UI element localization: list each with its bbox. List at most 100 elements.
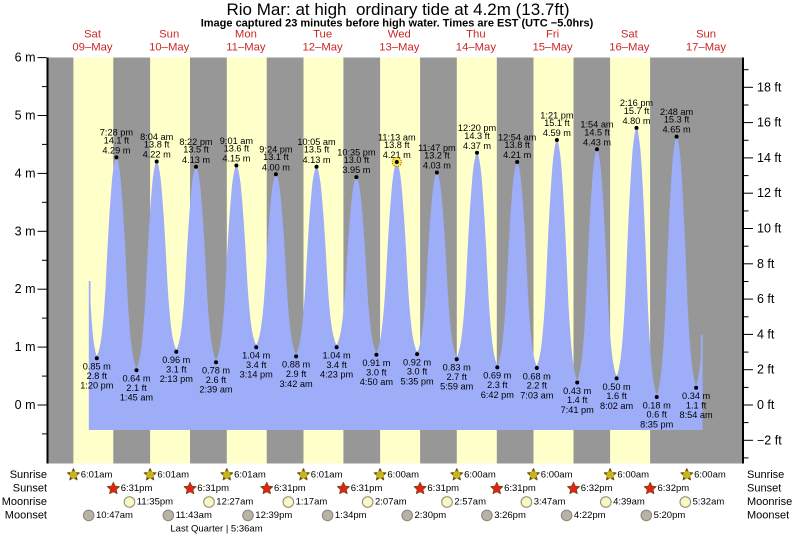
svg-text:12:27am: 12:27am: [216, 497, 253, 508]
svg-text:4.15 m: 4.15 m: [222, 154, 250, 164]
svg-text:1:54 am: 1:54 am: [580, 120, 614, 130]
svg-text:0.88 m: 0.88 m: [282, 360, 310, 370]
svg-text:2:16 pm: 2:16 pm: [620, 98, 654, 108]
svg-text:3.1 ft: 3.1 ft: [166, 364, 187, 374]
svg-text:1 m: 1 m: [15, 340, 36, 354]
svg-text:17–May: 17–May: [686, 42, 727, 54]
svg-text:9:24 pm: 9:24 pm: [259, 145, 293, 155]
svg-text:7:03 am: 7:03 am: [520, 390, 554, 400]
svg-text:15.3 ft: 15.3 ft: [664, 115, 690, 125]
svg-text:14–May: 14–May: [456, 42, 497, 54]
svg-text:Rio Mar: at high ordinary tid: Rio Mar: at high ordinary tide at 4.2m (…: [227, 0, 570, 19]
svg-text:6:32pm: 6:32pm: [581, 483, 613, 494]
svg-text:1.4 ft: 1.4 ft: [567, 395, 588, 405]
svg-text:10 ft: 10 ft: [757, 222, 782, 236]
svg-text:0.18 m: 0.18 m: [643, 400, 671, 410]
svg-text:13.2 ft: 13.2 ft: [424, 151, 450, 161]
svg-text:5 m: 5 m: [15, 109, 36, 123]
svg-text:Moonrise: Moonrise: [2, 496, 47, 508]
svg-text:11–May: 11–May: [226, 42, 266, 54]
svg-text:0.6 ft: 0.6 ft: [646, 410, 667, 420]
svg-text:4:23 pm: 4:23 pm: [320, 370, 354, 380]
svg-text:3:26pm: 3:26pm: [494, 510, 526, 521]
svg-text:Sunrise: Sunrise: [747, 469, 784, 481]
svg-text:1:20 pm: 1:20 pm: [80, 381, 114, 391]
svg-text:8 ft: 8 ft: [757, 257, 775, 271]
svg-text:2.8 ft: 2.8 ft: [87, 371, 108, 381]
svg-text:3.4 ft: 3.4 ft: [326, 360, 347, 370]
svg-text:6:31pm: 6:31pm: [351, 483, 383, 494]
svg-text:4.22 m: 4.22 m: [143, 150, 171, 160]
svg-text:0.85 m: 0.85 m: [83, 362, 111, 372]
svg-text:0.91 m: 0.91 m: [362, 358, 390, 368]
svg-text:15–May: 15–May: [532, 42, 573, 54]
svg-text:1:17am: 1:17am: [296, 497, 328, 508]
svg-text:0.68 m: 0.68 m: [523, 371, 551, 381]
svg-text:4 m: 4 m: [15, 166, 36, 180]
svg-text:1:21 pm: 1:21 pm: [540, 110, 574, 120]
svg-text:4.21 m: 4.21 m: [383, 150, 411, 160]
svg-text:4.80 m: 4.80 m: [622, 116, 650, 126]
svg-text:4 ft: 4 ft: [757, 327, 775, 341]
svg-text:1.04 m: 1.04 m: [242, 351, 270, 361]
svg-text:3:47am: 3:47am: [534, 497, 566, 508]
svg-text:6:01am: 6:01am: [234, 469, 266, 480]
svg-text:2.6 ft: 2.6 ft: [206, 375, 227, 385]
svg-text:13.8 ft: 13.8 ft: [144, 140, 170, 150]
svg-text:4.13 m: 4.13 m: [182, 155, 210, 165]
svg-text:12:39pm: 12:39pm: [255, 510, 292, 521]
svg-text:4.29 m: 4.29 m: [102, 146, 130, 156]
svg-text:09–May: 09–May: [72, 42, 113, 54]
svg-text:11:35pm: 11:35pm: [137, 497, 173, 508]
svg-text:3.4 ft: 3.4 ft: [246, 360, 267, 370]
svg-text:1:45 am: 1:45 am: [120, 393, 154, 403]
svg-text:Sat: Sat: [84, 29, 102, 41]
svg-text:2:30pm: 2:30pm: [415, 510, 447, 521]
svg-text:2.1 ft: 2.1 ft: [126, 383, 147, 393]
svg-text:2 m: 2 m: [15, 282, 36, 296]
svg-text:6 ft: 6 ft: [757, 292, 775, 306]
svg-text:11:13 am: 11:13 am: [378, 132, 416, 142]
svg-text:13.5 ft: 13.5 ft: [304, 145, 330, 155]
svg-text:3 m: 3 m: [15, 224, 36, 238]
svg-text:4.65 m: 4.65 m: [663, 125, 691, 135]
svg-text:6:31pm: 6:31pm: [504, 483, 536, 494]
svg-text:8:04 am: 8:04 am: [140, 132, 174, 142]
svg-text:3:42 am: 3:42 am: [279, 379, 313, 389]
svg-text:8:02 am: 8:02 am: [600, 401, 634, 411]
svg-text:Tue: Tue: [313, 29, 332, 41]
svg-text:13.8 ft: 13.8 ft: [384, 140, 410, 150]
svg-text:4:22pm: 4:22pm: [574, 510, 606, 521]
svg-text:5:20pm: 5:20pm: [654, 510, 686, 521]
svg-text:3.0 ft: 3.0 ft: [407, 367, 428, 377]
svg-text:4.59 m: 4.59 m: [543, 128, 571, 138]
svg-text:2:07am: 2:07am: [375, 497, 407, 508]
svg-text:5:32am: 5:32am: [693, 497, 725, 508]
svg-text:11:43am: 11:43am: [176, 510, 212, 521]
svg-text:2.3 ft: 2.3 ft: [487, 380, 508, 390]
svg-text:6:00am: 6:00am: [541, 469, 573, 480]
svg-text:4:50 am: 4:50 am: [360, 377, 394, 387]
svg-text:4.37 m: 4.37 m: [463, 141, 491, 151]
svg-text:Sunrise: Sunrise: [10, 469, 47, 481]
svg-text:6:42 pm: 6:42 pm: [481, 390, 515, 400]
svg-text:4.43 m: 4.43 m: [583, 137, 611, 147]
svg-text:12:54 am: 12:54 am: [498, 132, 537, 142]
svg-text:5:35 pm: 5:35 pm: [400, 377, 434, 387]
svg-text:10:05 am: 10:05 am: [297, 137, 336, 147]
svg-text:1.1 ft: 1.1 ft: [686, 400, 707, 410]
svg-text:13.8 ft: 13.8 ft: [504, 140, 530, 150]
svg-text:2.2 ft: 2.2 ft: [527, 381, 548, 391]
svg-text:0.96 m: 0.96 m: [162, 355, 190, 365]
svg-text:16 ft: 16 ft: [757, 116, 782, 130]
svg-text:13.1 ft: 13.1 ft: [263, 152, 289, 162]
svg-text:Sun: Sun: [696, 29, 716, 41]
svg-text:Sun: Sun: [159, 29, 179, 41]
svg-text:2.9 ft: 2.9 ft: [286, 369, 307, 379]
svg-text:11:47 pm: 11:47 pm: [418, 143, 456, 153]
svg-text:8:54 am: 8:54 am: [679, 410, 713, 420]
svg-text:3.0 ft: 3.0 ft: [366, 367, 387, 377]
svg-text:4.13 m: 4.13 m: [302, 155, 330, 165]
svg-text:6:01am: 6:01am: [311, 469, 343, 480]
svg-text:6:00am: 6:00am: [387, 469, 419, 480]
